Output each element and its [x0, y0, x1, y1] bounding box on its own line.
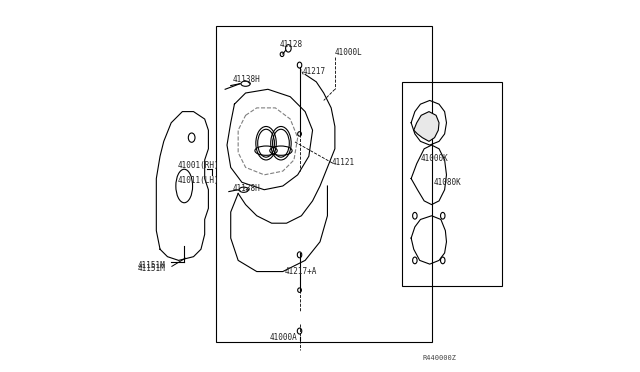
Polygon shape [413, 112, 439, 141]
Bar [216, 26, 431, 342]
Text: 41000L: 41000L [335, 48, 363, 57]
Text: 41011(LH): 41011(LH) [177, 176, 219, 185]
Text: 41217: 41217 [302, 67, 325, 76]
Text: 41000A: 41000A [270, 333, 298, 342]
Text: 41151M: 41151M [138, 262, 166, 270]
Text: 41000K: 41000K [420, 154, 448, 163]
Text: 41217+A: 41217+A [285, 267, 317, 276]
Text: 41151M: 41151M [138, 264, 166, 273]
Text: 41001(RH): 41001(RH) [177, 161, 219, 170]
Text: 41138H: 41138H [232, 76, 260, 84]
Text: 41128: 41128 [280, 40, 303, 49]
Bar [402, 82, 502, 286]
Text: 41138H: 41138H [232, 185, 260, 193]
Text: 41080K: 41080K [433, 178, 461, 187]
Text: R440000Z: R440000Z [422, 355, 456, 361]
Text: 41121: 41121 [331, 158, 355, 167]
